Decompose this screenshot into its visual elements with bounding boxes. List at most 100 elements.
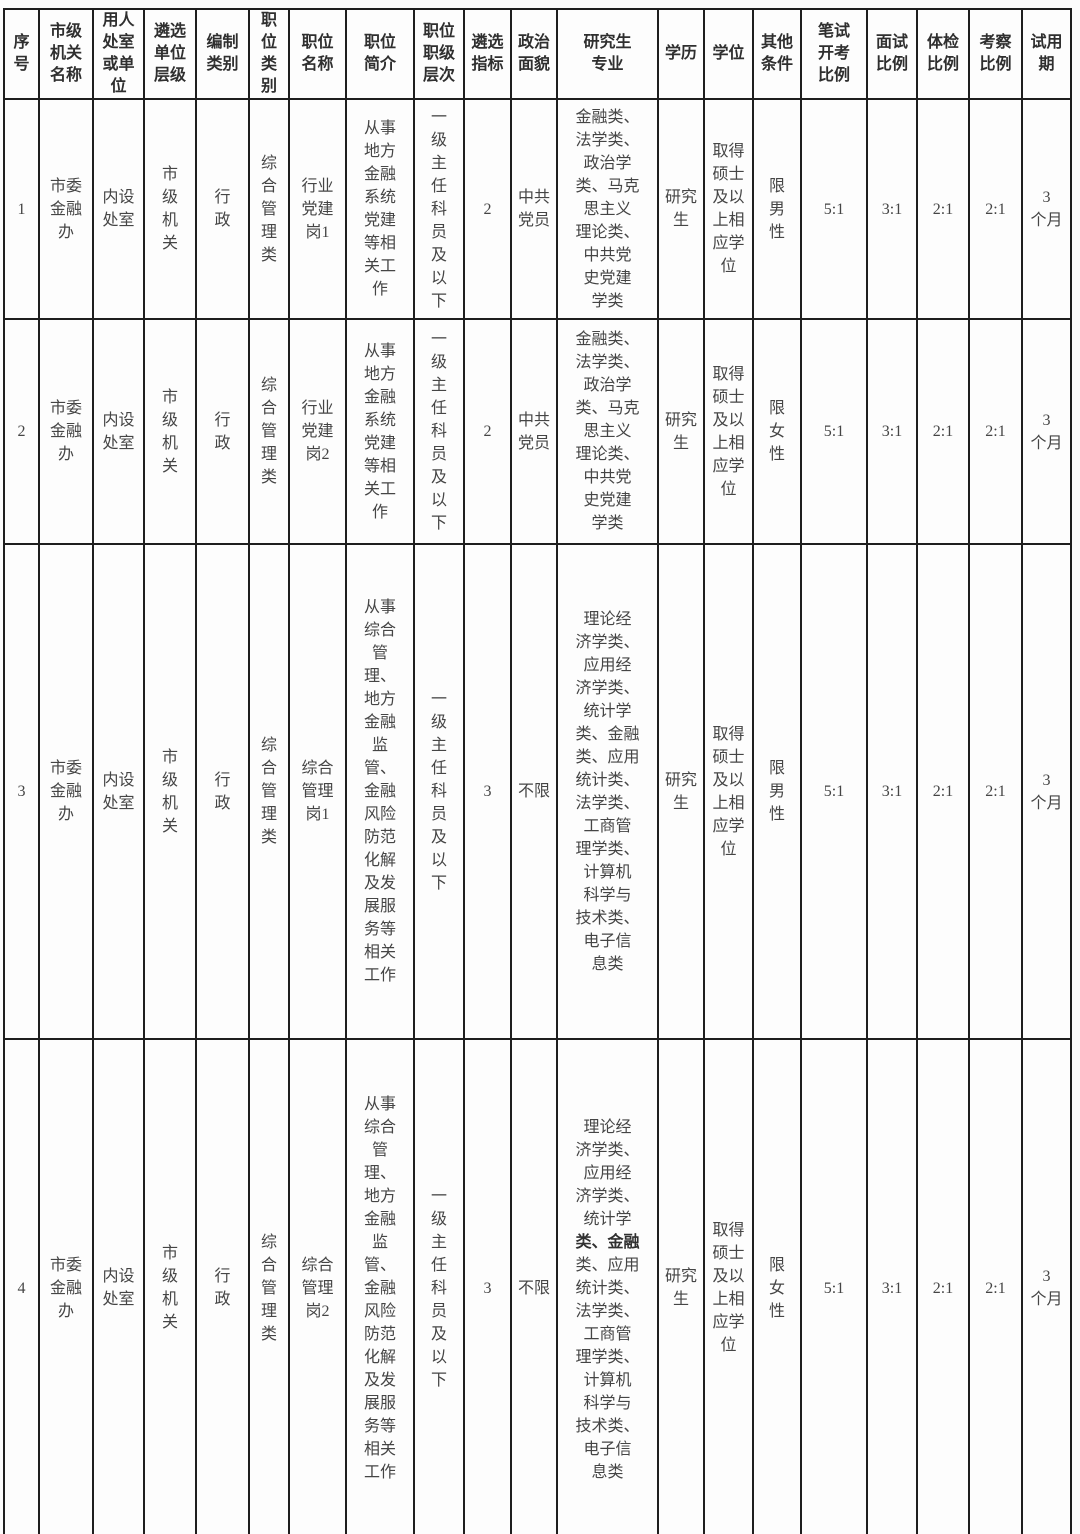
- cell-interview-ratio: 3:1: [866, 98, 918, 320]
- cell-seq: 3: [3, 543, 40, 1040]
- cell-degree: 取得 硕士 及以 上相 应学 位: [703, 318, 754, 545]
- cell-org: 市委 金融 办: [38, 543, 94, 1040]
- cell-level: 市 级 机 关: [143, 1038, 197, 1534]
- cell-dept: 内设 处室: [92, 318, 145, 545]
- cell-other: 限 男 性: [752, 543, 802, 1040]
- cell-other: 限 女 性: [752, 1038, 802, 1534]
- cell-major: 金融类、 法学类、 政治学 类、马克 思主义 理论类、 中共党 史党建 学类: [556, 318, 659, 545]
- cell-probation: 3 个月: [1021, 318, 1072, 545]
- cell-inspection-ratio: 2:1: [968, 98, 1023, 320]
- cell-estab: 行 政: [195, 1038, 250, 1534]
- cell-desc: 从事 综合 管 理、 地方 金融 监 管、 金融 风险 防范 化解 及发 展服 …: [345, 1038, 415, 1534]
- col-header-seq: 序 号: [3, 8, 40, 100]
- cell-physical-ratio: 2:1: [916, 98, 970, 320]
- cell-level: 市 级 机 关: [143, 318, 197, 545]
- cell-category: 综 合 管 理 类: [248, 1038, 290, 1534]
- cell-rank: 一 级 主 任 科 员 及 以 下: [413, 1038, 465, 1534]
- cell-category: 综 合 管 理 类: [248, 318, 290, 545]
- cell-desc: 从事 地方 金融 系统 党建 等相 关工 作: [345, 98, 415, 320]
- cell-written-ratio: 5:1: [800, 98, 868, 320]
- cell-title: 综合 管理 岗1: [288, 543, 347, 1040]
- cell-org: 市委 金融 办: [38, 1038, 94, 1534]
- major-text-post: 类、应用 统计类、 法学类、 工商管 理学类、 计算机 科学与 技术类、 电子信…: [575, 1256, 640, 1481]
- cell-inspection-ratio: 2:1: [968, 1038, 1023, 1534]
- cell-rank: 一 级 主 任 科 员 及 以 下: [413, 98, 465, 320]
- col-header-category: 职 位 类 别: [248, 8, 290, 100]
- cell-education: 研究 生: [657, 1038, 705, 1534]
- col-header-level: 遴选 单位 层级: [143, 8, 197, 100]
- cell-category: 综 合 管 理 类: [248, 98, 290, 320]
- cell-written-ratio: 5:1: [800, 543, 868, 1040]
- cell-estab: 行 政: [195, 98, 250, 320]
- col-header-politics: 政治 面貌: [510, 8, 558, 100]
- cell-probation: 3 个月: [1021, 543, 1072, 1040]
- cell-probation: 3 个月: [1021, 98, 1072, 320]
- table-row: 1 市委 金融 办 内设 处室 市 级 机 关 行 政 综 合 管 理 类 行业…: [3, 98, 1072, 320]
- col-header-physical-ratio: 体检 比例: [916, 8, 970, 100]
- cell-estab: 行 政: [195, 318, 250, 545]
- cell-education: 研究 生: [657, 98, 705, 320]
- cell-politics: 中共 党员: [510, 98, 558, 320]
- cell-physical-ratio: 2:1: [916, 1038, 970, 1534]
- col-header-probation: 试用 期: [1021, 8, 1072, 100]
- cell-interview-ratio: 3:1: [866, 318, 918, 545]
- col-header-degree: 学位: [703, 8, 754, 100]
- cell-dept: 内设 处室: [92, 1038, 145, 1534]
- cell-title: 综合 管理 岗2: [288, 1038, 347, 1534]
- cell-probation: 3 个月: [1021, 1038, 1072, 1534]
- cell-inspection-ratio: 2:1: [968, 318, 1023, 545]
- cell-written-ratio: 5:1: [800, 1038, 868, 1534]
- cell-inspection-ratio: 2:1: [968, 543, 1023, 1040]
- col-header-education: 学历: [657, 8, 705, 100]
- cell-org: 市委 金融 办: [38, 98, 94, 320]
- cell-dept: 内设 处室: [92, 98, 145, 320]
- cell-politics: 不限: [510, 1038, 558, 1534]
- cell-dept: 内设 处室: [92, 543, 145, 1040]
- cell-major: 理论经 济学类、 应用经 济学类、 统计学 类、金融 类、应用 统计类、 法学类…: [556, 1038, 659, 1534]
- cell-level: 市 级 机 关: [143, 98, 197, 320]
- col-header-rank: 职位 职级 层次: [413, 8, 465, 100]
- cell-estab: 行 政: [195, 543, 250, 1040]
- cell-other: 限 女 性: [752, 318, 802, 545]
- cell-rank: 一 级 主 任 科 员 及 以 下: [413, 318, 465, 545]
- col-header-estab: 编制 类别: [195, 8, 250, 100]
- cell-major: 金融类、 法学类、 政治学 类、马克 思主义 理论类、 中共党 史党建 学类: [556, 98, 659, 320]
- major-text-bold: 类、金融: [575, 1233, 640, 1251]
- col-header-written-ratio: 笔试 开考 比例: [800, 8, 868, 100]
- cell-desc: 从事 综合 管 理、 地方 金融 监 管、 金融 风险 防范 化解 及发 展服 …: [345, 543, 415, 1040]
- cell-education: 研究 生: [657, 543, 705, 1040]
- col-header-org: 市级 机关 名称: [38, 8, 94, 100]
- table-row: 4 市委 金融 办 内设 处室 市 级 机 关 行 政 综 合 管 理 类 综合…: [3, 1038, 1072, 1534]
- cell-physical-ratio: 2:1: [916, 318, 970, 545]
- cell-major: 理论经 济学类、 应用经 济学类、 统计学 类、金融 类、应用 统计类、 法学类…: [556, 543, 659, 1040]
- cell-interview-ratio: 3:1: [866, 543, 918, 1040]
- cell-desc: 从事 地方 金融 系统 党建 等相 关工 作: [345, 318, 415, 545]
- cell-politics: 中共 党员: [510, 318, 558, 545]
- table-row: 2 市委 金融 办 内设 处室 市 级 机 关 行 政 综 合 管 理 类 行业…: [3, 318, 1072, 545]
- cell-quota: 3: [463, 1038, 512, 1534]
- cell-org: 市委 金融 办: [38, 318, 94, 545]
- cell-level: 市 级 机 关: [143, 543, 197, 1040]
- cell-quota: 3: [463, 543, 512, 1040]
- col-header-major: 研究生 专业: [556, 8, 659, 100]
- cell-politics: 不限: [510, 543, 558, 1040]
- cell-seq: 2: [3, 318, 40, 545]
- cell-interview-ratio: 3:1: [866, 1038, 918, 1534]
- col-header-dept: 用人 处室 或单 位: [92, 8, 145, 100]
- cell-rank: 一 级 主 任 科 员 及 以 下: [413, 543, 465, 1040]
- col-header-title: 职位 名称: [288, 8, 347, 100]
- table-row: 3 市委 金融 办 内设 处室 市 级 机 关 行 政 综 合 管 理 类 综合…: [3, 543, 1072, 1040]
- col-header-desc: 职位 简介: [345, 8, 415, 100]
- cell-seq: 4: [3, 1038, 40, 1534]
- cell-degree: 取得 硕士 及以 上相 应学 位: [703, 98, 754, 320]
- cell-title: 行业 党建 岗2: [288, 318, 347, 545]
- cell-other: 限 男 性: [752, 98, 802, 320]
- col-header-inspection-ratio: 考察 比例: [968, 8, 1023, 100]
- header-row: 序 号 市级 机关 名称 用人 处室 或单 位 遴选 单位 层级 编制 类别 职…: [3, 8, 1072, 100]
- cell-degree: 取得 硕士 及以 上相 应学 位: [703, 543, 754, 1040]
- cell-education: 研究 生: [657, 318, 705, 545]
- col-header-quota: 遴选 指标: [463, 8, 512, 100]
- cell-quota: 2: [463, 98, 512, 320]
- col-header-interview-ratio: 面试 比例: [866, 8, 918, 100]
